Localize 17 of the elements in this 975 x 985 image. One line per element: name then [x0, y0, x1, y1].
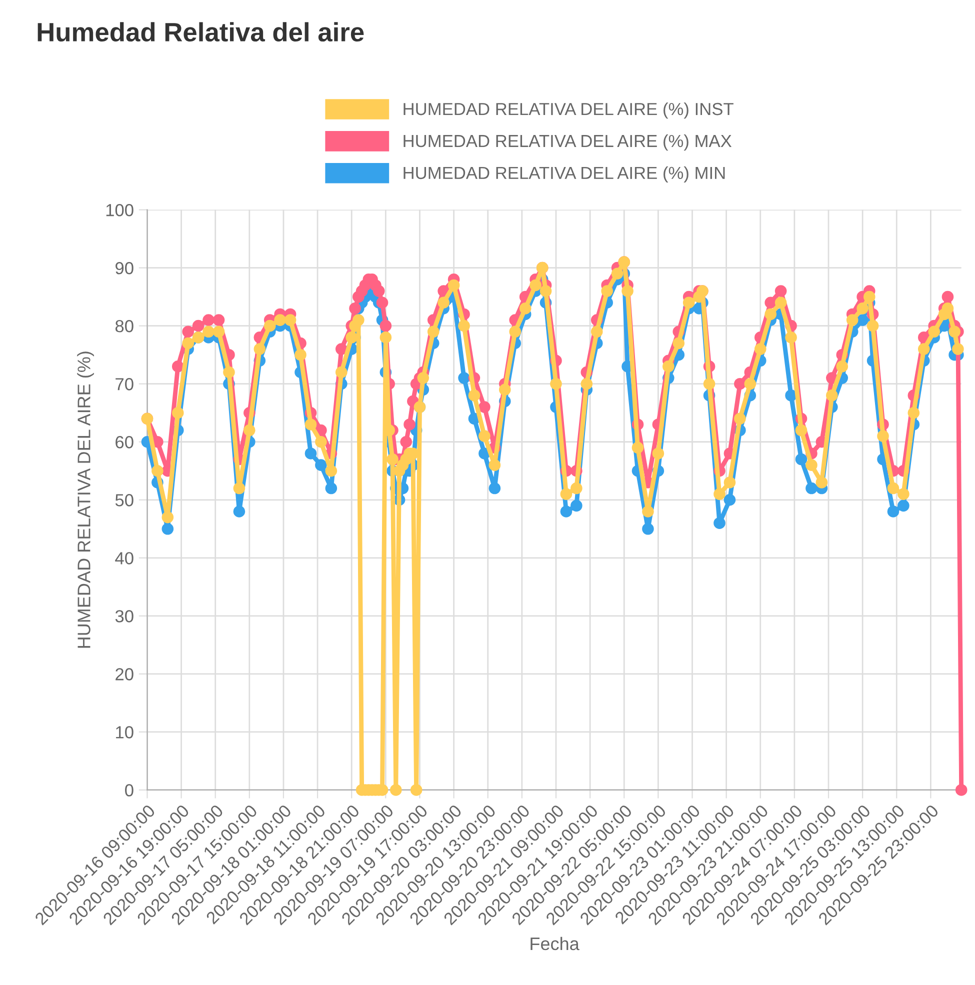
y-tick-label: 60 [116, 436, 134, 448]
y-tick-label: 40 [115, 552, 134, 564]
y-axis-title: HUMEDAD RELATIVA DEL AIRE (%) [77, 352, 94, 648]
y-tick-label: 100 [106, 204, 134, 216]
x-axis-title: Fecha [530, 936, 580, 950]
y-tick-label: 80 [115, 320, 134, 332]
y-tick-label: 0 [125, 784, 134, 796]
y-tick-label: 30 [115, 610, 134, 622]
y-tick-label: 90 [116, 262, 134, 274]
y-tick-label: 70 [116, 378, 134, 390]
chart-title: Humedad Relativa del aire [38, 22, 364, 42]
y-tick-label: 50 [115, 494, 134, 506]
y-tick-label: 10 [116, 726, 134, 738]
legend-label: HUMEDAD RELATIVA DEL AIRE (%) MAX [404, 134, 732, 151]
legend-label: HUMEDAD RELATIVA DEL AIRE (%) INST [404, 102, 734, 119]
y-tick-label: 20 [116, 668, 134, 680]
legend-label: HUMEDAD RELATIVA DEL AIRE (%) MIN [404, 166, 725, 183]
